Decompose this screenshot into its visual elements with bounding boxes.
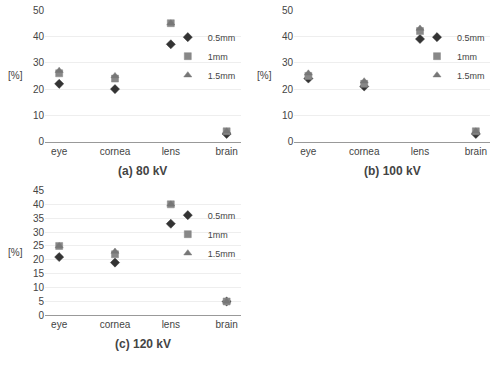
svg-text:1.5mm: 1.5mm: [208, 71, 236, 81]
svg-text:brain: brain: [216, 146, 238, 157]
svg-text:lens: lens: [411, 146, 429, 157]
svg-text:1mm: 1mm: [457, 52, 477, 62]
svg-text:1mm: 1mm: [208, 230, 228, 240]
svg-text:eye: eye: [51, 146, 68, 157]
svg-text:cornea: cornea: [100, 146, 131, 157]
svg-text:brain: brain: [465, 146, 487, 157]
svg-text:eye: eye: [51, 319, 68, 330]
svg-text:50: 50: [282, 5, 294, 16]
svg-text:30: 30: [282, 57, 294, 68]
svg-text:15: 15: [33, 268, 45, 279]
svg-text:cornea: cornea: [100, 319, 131, 330]
svg-text:0.5mm: 0.5mm: [208, 33, 236, 43]
svg-text:1mm: 1mm: [208, 52, 228, 62]
svg-text:10: 10: [33, 282, 45, 293]
svg-text:40: 40: [282, 31, 294, 42]
svg-text:30: 30: [33, 227, 45, 238]
svg-text:(b) 100 kV: (b) 100 kV: [364, 164, 421, 178]
svg-text:50: 50: [33, 5, 45, 16]
svg-text:40: 40: [33, 31, 45, 42]
svg-text:lens: lens: [162, 146, 180, 157]
svg-text:brain: brain: [216, 319, 238, 330]
svg-text:0.5mm: 0.5mm: [457, 33, 485, 43]
svg-text:20: 20: [33, 84, 45, 95]
svg-text:20: 20: [282, 84, 294, 95]
svg-text:35: 35: [33, 213, 45, 224]
svg-text:0: 0: [288, 136, 294, 147]
svg-text:1.5mm: 1.5mm: [457, 71, 485, 81]
svg-text:eye: eye: [300, 146, 317, 157]
svg-text:25: 25: [33, 240, 45, 251]
svg-text:(a) 80 kV: (a) 80 kV: [118, 164, 167, 178]
svg-text:lens: lens: [162, 319, 180, 330]
svg-text:[%]: [%]: [257, 70, 272, 81]
svg-text:[%]: [%]: [8, 70, 23, 81]
svg-text:40: 40: [33, 199, 45, 210]
svg-text:30: 30: [33, 57, 45, 68]
svg-text:0: 0: [38, 310, 44, 321]
svg-text:5: 5: [38, 296, 44, 307]
svg-text:[%]: [%]: [8, 247, 23, 258]
svg-text:10: 10: [282, 110, 294, 121]
svg-text:cornea: cornea: [349, 146, 380, 157]
svg-text:10: 10: [33, 110, 45, 121]
svg-text:0: 0: [38, 136, 44, 147]
svg-text:45: 45: [33, 185, 45, 196]
svg-text:(c) 120 kV: (c) 120 kV: [115, 337, 171, 351]
svg-text:1.5mm: 1.5mm: [208, 249, 236, 259]
svg-text:20: 20: [33, 254, 45, 265]
svg-text:0.5mm: 0.5mm: [208, 211, 236, 221]
